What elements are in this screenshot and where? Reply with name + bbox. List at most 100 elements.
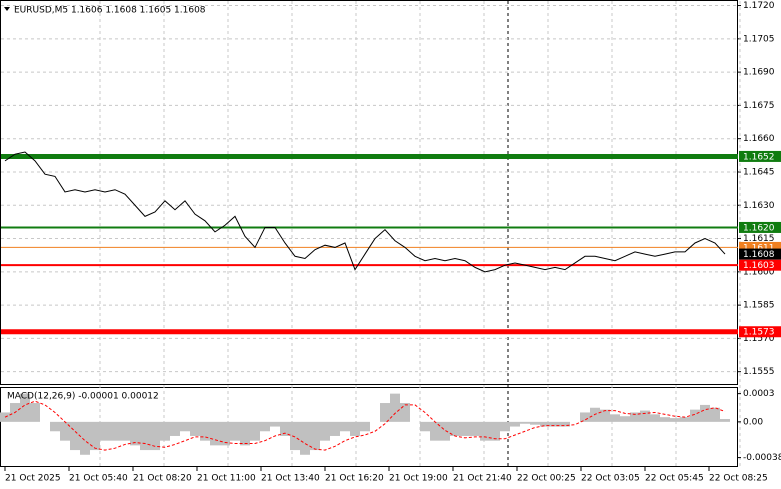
price-line	[4, 151, 726, 273]
level-label: 1.1573	[743, 328, 775, 338]
y-tick-label: 1.1705	[743, 34, 775, 44]
histogram-bar	[230, 421, 240, 441]
histogram-bar	[430, 421, 440, 441]
histogram-bar	[670, 418, 680, 422]
x-tick-label: 21 Oct 11:00	[197, 474, 256, 484]
histogram-bar	[350, 421, 360, 436]
histogram-bar	[580, 412, 590, 422]
histogram-bar	[620, 416, 630, 422]
histogram-bar	[320, 421, 330, 441]
histogram-bar	[70, 421, 80, 451]
histogram-bar	[30, 403, 40, 422]
level-tag	[739, 150, 781, 162]
x-tick-label: 21 Oct 08:20	[133, 474, 192, 484]
x-tick-label: 21 Oct 16:20	[325, 474, 384, 484]
histogram-bar	[280, 421, 290, 436]
histogram-bar	[380, 403, 390, 422]
chart-title: EURUSD,M5 1.1606 1.1608 1.1605 1.1608	[14, 6, 206, 16]
histogram-bar	[540, 421, 550, 427]
histogram-bar	[290, 421, 300, 451]
level-label: 1.1620	[743, 223, 775, 233]
histogram-bar	[310, 421, 320, 451]
histogram-bar	[140, 421, 150, 451]
histogram-bar	[480, 421, 490, 441]
y-tick-label: 1.1600	[743, 267, 775, 277]
histogram-bar	[470, 421, 480, 436]
histogram-bar	[420, 421, 430, 432]
histogram-bar	[400, 403, 410, 422]
histogram-bar	[170, 421, 180, 436]
y-tick-label: -0.00038	[743, 453, 781, 463]
y-tick-label: 1.1585	[743, 301, 775, 311]
x-tick-label: 21 Oct 05:40	[69, 474, 128, 484]
x-tick-label: 22 Oct 00:25	[517, 474, 576, 484]
histogram-bar	[360, 421, 370, 432]
histogram-bar	[120, 421, 130, 441]
histogram-bar	[500, 421, 510, 432]
y-tick-label: 0.0003	[743, 389, 775, 399]
level-tag	[739, 326, 781, 338]
y-tick-label: 1.1720	[743, 1, 775, 11]
histogram-bar	[210, 421, 220, 446]
level-label: 1.1652	[743, 152, 775, 162]
histogram-bar	[720, 419, 730, 422]
histogram-bar	[650, 414, 660, 422]
y-tick-label: 1.1555	[743, 367, 775, 377]
x-tick-label: 22 Oct 08:25	[709, 474, 768, 484]
histogram-bar	[490, 421, 500, 441]
y-tick-label: 1.1570	[743, 334, 775, 344]
x-tick-label: 22 Oct 05:45	[645, 474, 704, 484]
histogram-bar	[0, 412, 10, 422]
x-tick-label: 21 Oct 13:40	[261, 474, 320, 484]
price-label: 1.1608	[743, 250, 775, 260]
price-tag	[739, 248, 781, 260]
histogram-bar	[450, 421, 460, 436]
level-tag	[739, 221, 781, 233]
y-tick-label: 1.1690	[743, 68, 775, 78]
level-tag	[739, 241, 781, 253]
histogram-bar	[530, 421, 540, 425]
histogram-bar	[710, 407, 720, 422]
histogram-bar	[660, 417, 670, 422]
histogram-bar	[690, 409, 700, 422]
y-tick-label: 1.1645	[743, 167, 775, 177]
histogram-bar	[560, 421, 570, 427]
macd-title: MACD(12,26,9) -0.00001 0.00012	[7, 392, 159, 402]
histogram-bar	[180, 421, 190, 432]
histogram-bar	[300, 421, 310, 455]
price-pane	[0, 0, 738, 385]
x-tick-label: 22 Oct 03:05	[581, 474, 640, 484]
histogram-bar	[520, 421, 530, 424]
histogram-bar	[260, 421, 270, 432]
y-tick-label: 0.00	[743, 417, 763, 427]
y-tick-label: 1.1630	[743, 201, 775, 211]
histogram-bar	[330, 421, 340, 436]
macd-pane	[0, 387, 738, 467]
histogram-bar	[270, 421, 280, 427]
histogram-bar	[190, 421, 200, 436]
histogram-bar	[630, 412, 640, 422]
x-tick-label: 21 Oct 2025	[5, 474, 61, 484]
histogram-bar	[100, 421, 110, 441]
histogram-bar	[550, 421, 560, 427]
histogram-bar	[700, 404, 710, 422]
level-label: 1.1603	[743, 261, 775, 271]
histogram-bar	[130, 421, 140, 446]
y-tick-label: 1.1660	[743, 134, 775, 144]
histogram-bar	[160, 421, 170, 441]
histogram-bar	[460, 421, 470, 436]
histogram-bar	[680, 417, 690, 422]
histogram-bar	[50, 421, 60, 432]
histogram-bar	[20, 393, 30, 422]
level-label: 1.1611	[743, 243, 775, 253]
histogram-bar	[200, 421, 210, 441]
histogram-bar	[240, 421, 250, 446]
histogram-bar	[150, 421, 160, 451]
histogram-bar	[220, 421, 230, 446]
histogram-bar	[640, 410, 650, 422]
histogram-bar	[440, 421, 450, 441]
histogram-bar	[250, 421, 260, 441]
histogram-bar	[510, 421, 520, 427]
histogram-bar	[390, 393, 400, 422]
